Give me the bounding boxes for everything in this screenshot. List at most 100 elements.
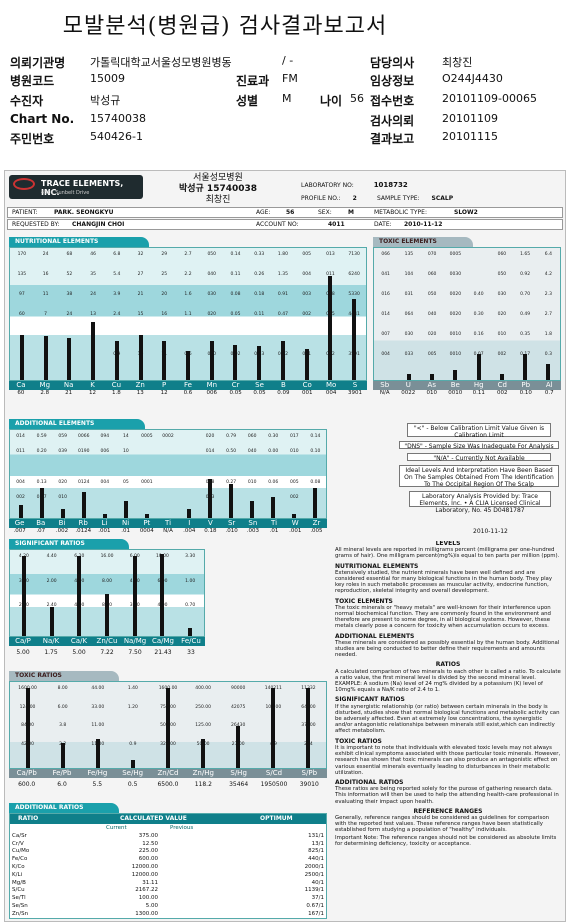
grid-value: 1.35	[277, 272, 288, 277]
grid-value: 033	[404, 352, 414, 357]
element-value: 6.0	[57, 781, 67, 788]
element-value: N/A	[379, 390, 390, 396]
grid-value: 0.35	[520, 332, 531, 337]
ratio-optimum: 13/1	[311, 840, 324, 847]
ratio-current: 225.00	[138, 848, 158, 855]
grid-value: 24	[66, 312, 73, 317]
grid-value: 004	[16, 479, 25, 485]
element-label: V	[208, 519, 213, 527]
ratio-current: 12000.00	[131, 864, 158, 871]
grid-row: 014 064 040 0020 0.30 020 0.49 2.7	[374, 312, 560, 317]
element-value: 5.00	[16, 649, 30, 656]
element-value: .0124	[75, 528, 92, 534]
element-label: K	[90, 381, 95, 389]
grid-value: 7130	[348, 252, 360, 257]
nutritional-title: NUTRITIONAL ELEMENTS	[9, 237, 149, 247]
grid-value: 010	[247, 479, 257, 485]
result-bar	[187, 509, 192, 518]
element-value: 13	[136, 390, 144, 396]
header-value: / -	[282, 54, 294, 67]
ratio-previous	[160, 848, 250, 856]
ratio-previous	[160, 887, 250, 895]
grid-value: 25	[161, 272, 168, 277]
grid-value: 0010	[449, 352, 462, 357]
patient-row: PATIENT: PARK. SEONGKYU AGE: 56 SEX: M META…	[7, 207, 563, 218]
ratio-name: Fe/Co	[12, 856, 28, 863]
element-label: Sr	[227, 519, 236, 527]
element-label: As	[427, 381, 436, 389]
ratio-name: K/Li	[12, 871, 23, 878]
ratio-current: 5.00	[145, 903, 158, 910]
element-value: .002	[55, 528, 69, 534]
ratio-row: Cr/V 12.50 13/1	[10, 840, 326, 848]
grid-value: 2.2	[184, 272, 192, 277]
grid-value: 030	[207, 292, 217, 297]
grid-value: 004	[302, 272, 311, 277]
element-value: 60	[17, 390, 25, 396]
header-value: 박성규	[90, 94, 121, 107]
grid-value: 8.00	[102, 578, 113, 584]
element-label: Mg	[39, 381, 51, 389]
ratio-current: 12.50	[142, 840, 158, 847]
element-value: 0.5	[127, 781, 138, 788]
result-bar	[144, 513, 149, 518]
element-value: 5.00	[72, 649, 86, 656]
element-value: 0.11	[472, 390, 485, 396]
report-date: 2010-11-12	[473, 528, 508, 535]
element-label: Mo	[325, 381, 337, 389]
ratio-previous	[160, 879, 250, 887]
element-value: N/A	[163, 528, 173, 534]
element-value: 39010	[299, 781, 319, 788]
grid-value: 0.05	[230, 312, 241, 317]
grid-value: 10	[122, 449, 129, 455]
grid-value: 0.33	[254, 252, 265, 257]
element-value: 1.75	[44, 649, 58, 656]
grid-value: 46	[90, 252, 96, 257]
element-value: 600.0	[18, 781, 36, 788]
grid-value: 020	[497, 312, 507, 317]
sample-type: SAMPLE TYPE: SCALP	[377, 195, 454, 202]
ratio-optimum: 1139/1	[304, 887, 324, 894]
grid-value: 0124	[77, 479, 90, 485]
grid-value: 1.6	[184, 292, 192, 297]
grid-value: 004	[381, 352, 390, 357]
grid-value: 006	[100, 449, 110, 455]
grid-value: 97	[19, 292, 25, 297]
report-title: 모발분석(병원급) 검사결과보고서	[62, 14, 388, 39]
grid-value: 002	[16, 494, 25, 500]
legend-box: "DNS" - Sample Size Was Inadequate For A…	[399, 441, 559, 450]
result-bar	[313, 487, 318, 518]
grid-value: 13	[90, 312, 96, 317]
toxic-ratios-chart: 1600.008.0044.001.401600.00400.009000014…	[9, 681, 327, 769]
header-value: M	[282, 92, 292, 105]
result-bar	[229, 483, 234, 518]
element-value: 0.05	[229, 390, 242, 396]
sig-ratios-title: SIGNIFICANT RATIOS	[9, 539, 129, 549]
grid-value	[179, 495, 200, 500]
grid-row: 016 031 050 0020 0.40 030 0.70 2.3	[374, 292, 560, 297]
grid-value: 0.20	[36, 449, 47, 455]
header-key: 검사의뢰	[370, 114, 415, 128]
grid-value: 020	[207, 312, 217, 317]
result-bar	[18, 505, 23, 518]
element-label: B	[280, 381, 286, 389]
element-value: 12	[89, 390, 96, 396]
grid-value	[136, 495, 157, 500]
grid-value: 4.40	[46, 554, 57, 559]
grid-value: 3.30	[185, 554, 196, 559]
header-key: 진료과	[236, 74, 270, 88]
grid-value: 68	[66, 252, 73, 257]
grid-value: 011	[16, 449, 25, 455]
ratio-optimum: 40/1	[311, 879, 324, 886]
grid-value: 29	[161, 252, 168, 257]
result-bar	[60, 509, 65, 518]
result-bar	[257, 346, 262, 380]
grid-value	[157, 480, 178, 485]
element-value: 35464	[229, 781, 249, 788]
element-label: Ca/P	[15, 637, 31, 645]
grid-value: 0020	[449, 312, 462, 317]
result-bar	[21, 556, 26, 636]
element-value: 6500.0	[157, 781, 179, 788]
grid-value: 11	[42, 292, 49, 297]
grid-value: 05	[122, 479, 129, 485]
